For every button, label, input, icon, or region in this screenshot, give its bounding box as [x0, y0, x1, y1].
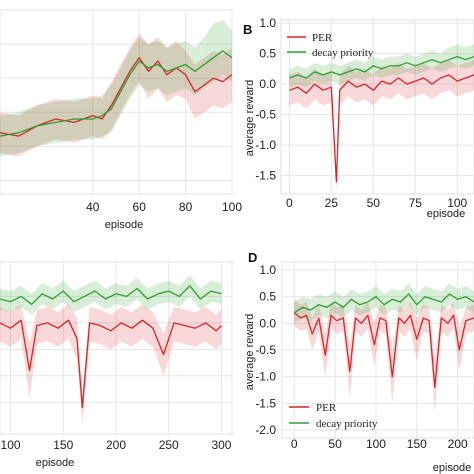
panel-a-grid: [0, 10, 233, 194]
x-tick-label: 200: [448, 437, 468, 451]
y-tick-label: -1.5: [255, 396, 276, 410]
series-line-per: [293, 312, 474, 388]
panel-b-lines: [289, 55, 474, 183]
panel-d-ylabel: average reward: [244, 314, 256, 390]
panel-c-bands: [0, 275, 222, 424]
panel-b-ylabel: average reward: [244, 80, 256, 156]
panel-c-ticks: 100 150 200 250 300: [1, 438, 232, 452]
x-tick-label: 300: [211, 438, 231, 452]
panel-d-grid: [282, 262, 474, 438]
x-tick-label: 60: [133, 200, 147, 214]
series-line-decay-priority: [0, 285, 222, 305]
panel-d-legend: PER decay priority: [289, 402, 378, 430]
y-tick-label: -2.0: [255, 423, 276, 437]
x-tick-label: 0: [286, 196, 293, 210]
x-tick-label: 200: [106, 438, 126, 452]
confidence-band-decay-priority: [289, 44, 474, 88]
x-tick-label: 50: [367, 196, 381, 210]
x-tick-label: 75: [409, 196, 423, 210]
panel-c-lines: [0, 285, 222, 409]
panel-b-ticks: 0 25 50 75 100 -1.5 -1.0 -0.5 0.0 0.5 1.0: [255, 16, 467, 210]
panel-b: B 0 25 50 75 100 -1.5 -1.0 -0.5 0.0 0.5 1.0 episod…: [243, 16, 474, 220]
legend-per-label: PER: [316, 402, 337, 414]
series-line-per: [289, 74, 474, 183]
y-tick-label: -1.0: [255, 370, 276, 384]
x-tick-label: 50: [328, 437, 342, 451]
y-tick-label: 1.0: [259, 16, 276, 30]
series-line-decay-priority: [289, 55, 474, 79]
panel-b-grid: [281, 20, 474, 194]
y-tick-label: 0.0: [259, 316, 276, 330]
x-tick-label: 40: [86, 200, 100, 214]
y-tick-label: -0.5: [255, 343, 276, 357]
y-tick-label: 0.5: [259, 290, 276, 304]
series-line-per: [0, 57, 232, 137]
legend-per-label: PER: [312, 32, 333, 44]
x-tick-label: 150: [53, 438, 73, 452]
panel-b-plot-area: [280, 19, 474, 195]
confidence-band-per: [0, 304, 222, 424]
x-tick-label: 250: [159, 438, 179, 452]
panel-d-ticks: 0 100 200 50 150 -2.0 -1.5 -1.0 -0.5 0.0 0.5 1.0: [255, 263, 468, 451]
panel-a-ticks: 40 60 80 100: [86, 200, 242, 214]
legend-decay-label: decay priority: [312, 47, 374, 59]
confidence-band-per: [0, 33, 232, 157]
panel-a: 40 60 80 100 episode: [0, 9, 242, 231]
y-tick-label: 1.0: [259, 263, 276, 277]
confidence-band-decay-priority: [294, 283, 474, 324]
x-tick-label: 100: [1, 438, 21, 452]
panel-d-letter: D: [248, 250, 257, 265]
x-tick-label: 150: [407, 437, 427, 451]
series-line-decay-priority: [0, 50, 232, 137]
x-tick-label: 100: [447, 196, 467, 210]
y-tick-label: -0.5: [255, 108, 276, 122]
panel-b-legend: PER decay priority: [287, 32, 374, 59]
panel-b-letter: B: [243, 22, 252, 37]
y-tick-label: 0.0: [259, 77, 276, 91]
confidence-band-decay-priority: [0, 275, 222, 315]
panel-a-xlabel: episode: [105, 219, 144, 231]
panel-d-lines: [293, 293, 474, 388]
legend-decay-label: decay priority: [316, 418, 378, 430]
panel-c-xlabel: episode: [36, 457, 75, 469]
y-tick-label: -1.0: [255, 138, 276, 152]
panel-d-xlabel: episode: [433, 462, 472, 474]
x-tick-label: 80: [179, 200, 193, 214]
x-tick-label: 100: [222, 200, 242, 214]
panel-c: 100 150 200 250 300 episode: [0, 261, 233, 469]
y-tick-label: -1.5: [255, 169, 276, 183]
y-tick-label: 0.5: [259, 47, 276, 61]
panel-a-lines: [0, 50, 232, 137]
series-line-per: [0, 319, 222, 409]
x-tick-label: 25: [325, 196, 339, 210]
x-tick-label: 100: [366, 437, 386, 451]
panel-b-xlabel: episode: [427, 208, 466, 220]
panel-a-plot-area: [0, 9, 233, 195]
x-tick-label: 0: [291, 437, 298, 451]
series-line-decay-priority: [293, 293, 474, 314]
